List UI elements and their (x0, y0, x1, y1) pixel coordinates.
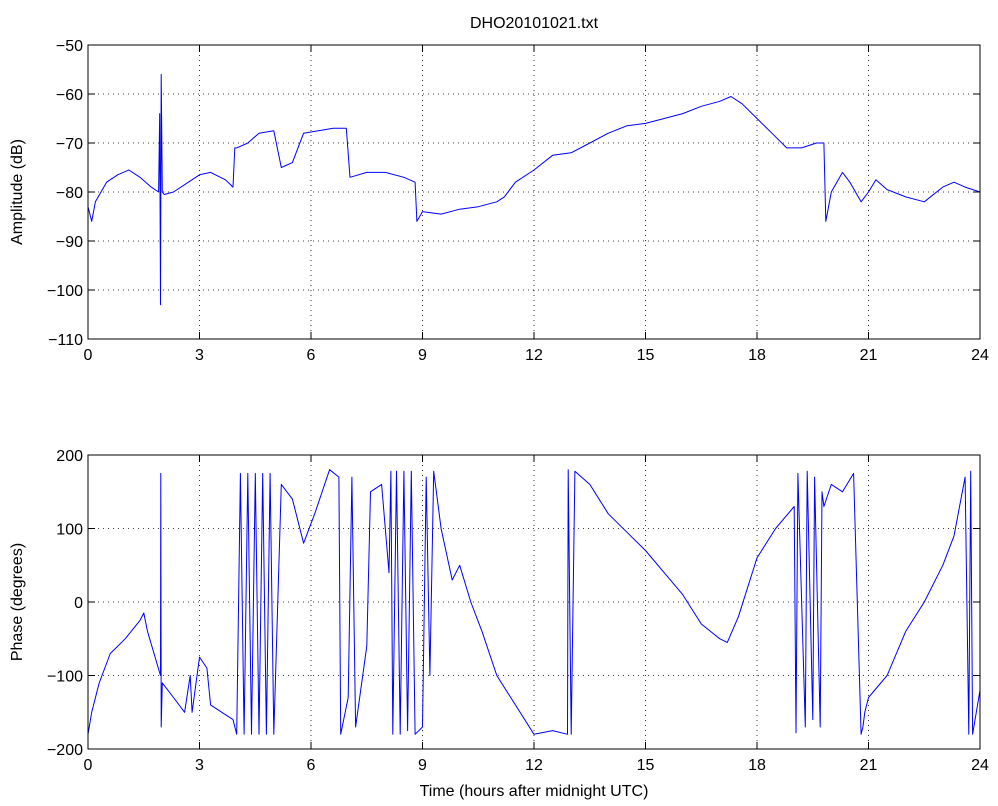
amplitude-x-tick-label: 3 (195, 347, 204, 364)
chart-title: DHO20101021.txt (470, 15, 599, 32)
phase-y-tick-label: 200 (56, 448, 83, 465)
phase-x-tick-label: 6 (307, 757, 316, 774)
amplitude-x-tick-label: 24 (971, 347, 989, 364)
phase-ticks: 0 3 6 9 12 15 18 21 24 −200 −100 0 100 200 (47, 448, 989, 774)
phase-y-axis-label: Phase (degrees) (9, 543, 26, 661)
phase-y-tick-label: 0 (74, 595, 83, 612)
phase-y-tick-label: 100 (56, 522, 83, 539)
amplitude-y-tick-label: −100 (47, 283, 83, 300)
amplitude-y-tick-label: −80 (56, 185, 83, 202)
amplitude-x-tick-label: 6 (307, 347, 316, 364)
amplitude-grid (88, 45, 980, 339)
phase-x-tick-label: 9 (418, 757, 427, 774)
amplitude-ticks: 0 3 6 9 12 15 18 21 24 −110 −100 −90 −80 −70 −60 −50 (47, 38, 989, 364)
phase-x-tick-label: 0 (84, 757, 93, 774)
amplitude-y-tick-label: −60 (56, 87, 83, 104)
phase-x-tick-label: 21 (860, 757, 878, 774)
phase-x-tick-label: 3 (195, 757, 204, 774)
phase-series-line (87, 469, 981, 735)
amplitude-x-tick-label: 21 (860, 347, 878, 364)
phase-y-tick-label: −100 (47, 669, 83, 686)
phase-x-tick-label: 24 (971, 757, 989, 774)
phase-y-tick-label: −200 (47, 742, 83, 759)
phase-x-tick-label: 18 (748, 757, 766, 774)
phase-x-tick-label: 15 (637, 757, 655, 774)
amplitude-x-tick-label: 0 (84, 347, 93, 364)
amplitude-y-tick-label: −110 (48, 332, 83, 349)
amplitude-x-tick-label: 9 (418, 347, 427, 364)
phase-x-tick-label: 12 (525, 757, 543, 774)
amplitude-x-tick-label: 12 (525, 347, 543, 364)
amplitude-y-tick-label: −70 (56, 136, 83, 153)
amplitude-y-tick-label: −90 (56, 234, 83, 251)
amplitude-y-axis-label: Amplitude (dB) (9, 139, 26, 245)
amplitude-x-tick-label: 15 (637, 347, 655, 364)
phase-x-axis-label: Time (hours after midnight UTC) (420, 783, 649, 800)
amplitude-panel: 0 3 6 9 12 15 18 21 24 −110 −100 −90 −80 −70 −60 −50 DH… (9, 15, 989, 364)
amplitude-series-line (87, 73, 981, 306)
phase-panel: 0 3 6 9 12 15 18 21 24 −200 −100 0 100 200 Time (hour… (9, 448, 989, 800)
amplitude-x-tick-label: 18 (748, 347, 766, 364)
amplitude-y-tick-label: −50 (56, 38, 83, 55)
